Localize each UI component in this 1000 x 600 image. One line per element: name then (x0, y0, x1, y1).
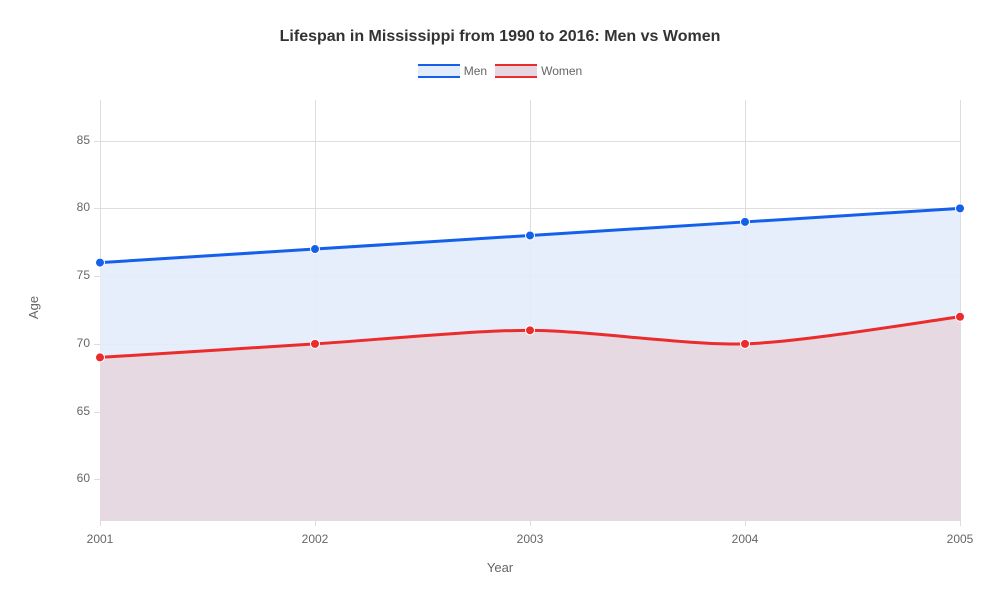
series-marker-women[interactable] (311, 339, 320, 348)
series-marker-men[interactable] (956, 204, 965, 213)
y-tick-label: 60 (50, 471, 90, 485)
y-axis-title: Age (26, 296, 41, 319)
legend-label-women: Women (541, 64, 582, 78)
x-tick-label: 2001 (70, 532, 130, 546)
series-marker-women[interactable] (526, 326, 535, 335)
x-tick (960, 520, 961, 526)
x-axis-title: Year (0, 560, 1000, 575)
legend-item-men[interactable]: Men (418, 64, 487, 78)
legend: Men Women (0, 64, 1000, 78)
chart-svg (100, 100, 960, 520)
x-tick-label: 2004 (715, 532, 775, 546)
series-marker-women[interactable] (96, 353, 105, 362)
series-marker-women[interactable] (956, 312, 965, 321)
y-tick-label: 70 (50, 336, 90, 350)
x-tick-label: 2003 (500, 532, 560, 546)
legend-label-men: Men (464, 64, 487, 78)
x-tick-label: 2002 (285, 532, 345, 546)
y-tick-label: 80 (50, 200, 90, 214)
series-marker-men[interactable] (526, 231, 535, 240)
plot-area: 60657075808520012002200320042005 (100, 100, 960, 520)
x-axis-line (100, 520, 960, 521)
y-tick-label: 65 (50, 404, 90, 418)
y-tick-label: 85 (50, 133, 90, 147)
x-tick-label: 2005 (930, 532, 990, 546)
legend-swatch-women (495, 64, 537, 78)
grid-line-v (960, 100, 961, 520)
series-marker-women[interactable] (741, 339, 750, 348)
series-marker-men[interactable] (741, 217, 750, 226)
legend-item-women[interactable]: Women (495, 64, 582, 78)
y-tick-label: 75 (50, 268, 90, 282)
legend-swatch-men (418, 64, 460, 78)
series-marker-men[interactable] (311, 245, 320, 254)
series-marker-men[interactable] (96, 258, 105, 267)
chart-title: Lifespan in Mississippi from 1990 to 201… (0, 28, 1000, 46)
